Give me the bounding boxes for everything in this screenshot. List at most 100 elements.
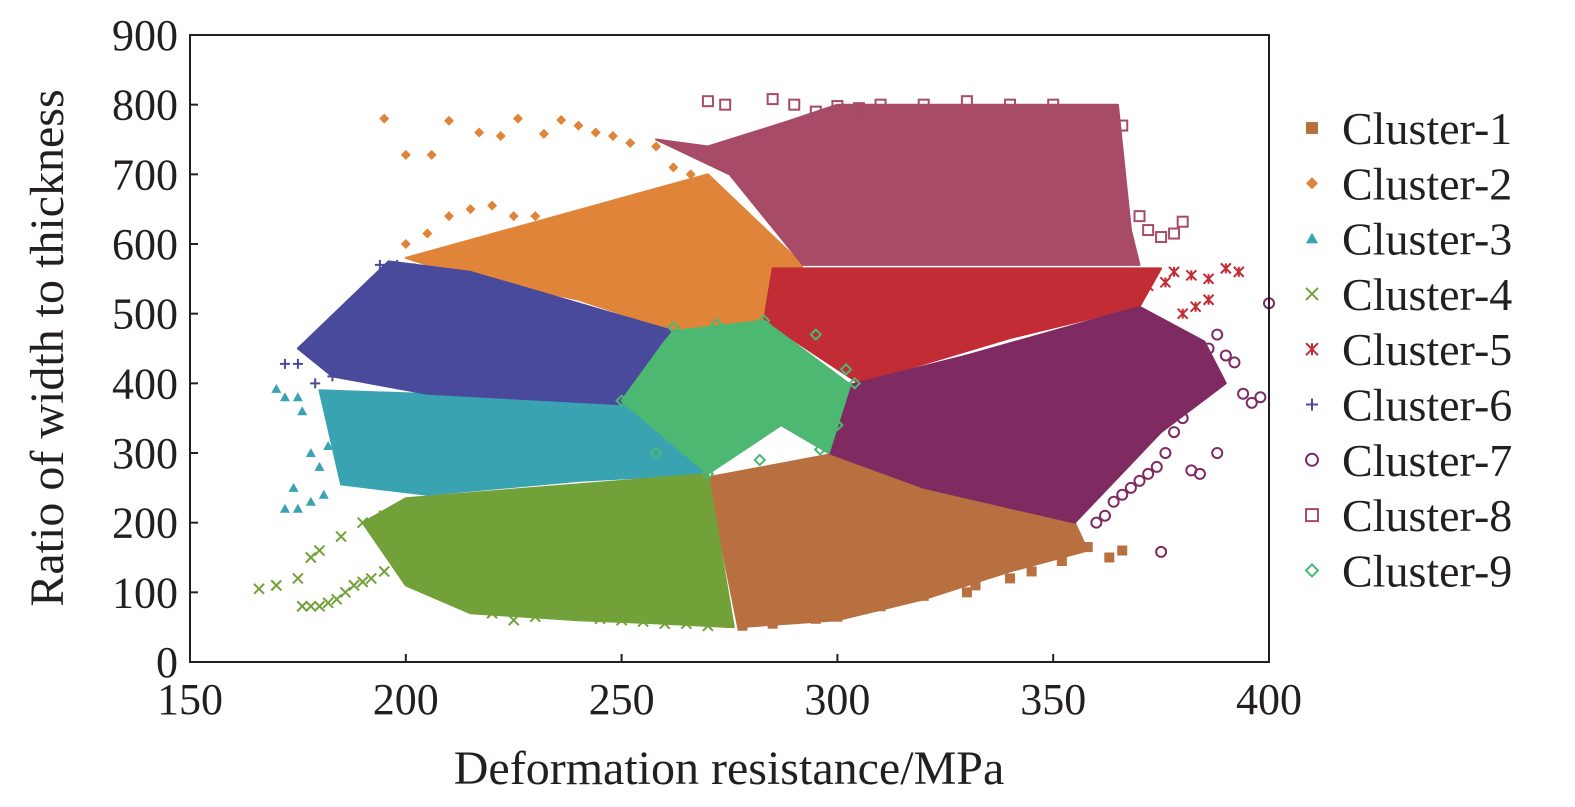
cluster-7-point <box>1116 488 1129 501</box>
cluster-6-point <box>292 358 303 369</box>
cluster-9-point <box>839 362 853 376</box>
cluster-3-point <box>271 383 282 393</box>
legend-item-cluster-2: Cluster-2 <box>1306 158 1512 209</box>
cluster-3-point <box>344 420 355 430</box>
cluster-1-point <box>961 587 972 598</box>
cluster-3-point <box>323 441 334 451</box>
cluster-3-point <box>305 496 316 506</box>
legend-marker <box>1305 287 1319 301</box>
legend-item-cluster-9: Cluster-9 <box>1304 545 1512 596</box>
y-tick-label: 0 <box>156 638 178 687</box>
legend-label: Cluster-2 <box>1342 158 1512 209</box>
cluster-7-point <box>1124 481 1137 494</box>
cluster-8-point <box>701 95 714 108</box>
cluster-2-point <box>495 131 506 142</box>
cluster-8-point <box>1047 98 1060 111</box>
legend-marker <box>1306 177 1318 190</box>
cluster-4-point <box>378 565 390 578</box>
cluster-5-point <box>1220 262 1232 275</box>
cluster-2-point <box>379 113 390 124</box>
cluster-8-point <box>1168 227 1181 240</box>
plot-frame <box>189 34 1270 663</box>
cluster-8-point <box>1081 112 1094 125</box>
cluster-regions <box>296 103 1227 629</box>
cluster-3-point <box>305 448 316 457</box>
cluster-1-point <box>810 613 821 624</box>
cluster-7-point <box>1133 474 1146 487</box>
cluster-8-point <box>719 98 732 111</box>
cluster-4-point <box>702 620 714 632</box>
cluster-7-point <box>1107 495 1120 508</box>
cluster-4-point <box>507 614 520 626</box>
x-tick-label: 200 <box>373 675 439 724</box>
cluster-4-point <box>443 534 455 546</box>
x-tick-label: 350 <box>1020 675 1086 724</box>
cluster-7-point <box>1202 342 1215 355</box>
cluster-1-point <box>1056 555 1067 566</box>
cluster-8-point <box>1004 98 1017 111</box>
cluster-5-point <box>1233 266 1245 278</box>
legend-item-cluster-7: Cluster-7 <box>1305 435 1512 486</box>
cluster-1-point <box>918 590 929 601</box>
cluster-2-point <box>530 211 541 222</box>
cluster-6-point <box>357 315 368 326</box>
cluster-7-point <box>1159 447 1172 459</box>
cluster-9-point <box>701 467 715 481</box>
cluster-4-point <box>292 572 304 585</box>
cluster-2-point <box>400 239 411 249</box>
legend-item-cluster-6: Cluster-6 <box>1306 380 1512 431</box>
cluster-7-point <box>1090 516 1103 529</box>
cluster-4-point <box>486 607 498 619</box>
cluster-1-point <box>1005 573 1016 584</box>
cluster-points <box>253 93 1275 632</box>
legend-label: Cluster-7 <box>1342 435 1512 486</box>
x-tick-label: 150 <box>157 675 223 724</box>
cluster-5-point <box>1159 276 1172 289</box>
cluster-2-point <box>443 115 454 126</box>
cluster-7-point <box>1142 467 1155 480</box>
cluster-7-point <box>1245 396 1258 409</box>
cluster-8-point <box>1116 119 1129 132</box>
cluster-9-point <box>666 321 680 335</box>
legend-item-cluster-4: Cluster-4 <box>1305 269 1512 320</box>
cluster-3-point <box>297 406 308 416</box>
cluster-7-point <box>1185 377 1198 390</box>
cluster-8-point <box>1142 224 1155 237</box>
legend-marker <box>1306 232 1318 244</box>
cluster-6-point <box>344 364 355 375</box>
cluster-1-point <box>832 611 843 622</box>
cluster-2-point <box>538 128 549 139</box>
cluster-3-point <box>336 434 347 444</box>
cluster-4-point <box>551 607 563 619</box>
cluster-1-point <box>875 601 886 612</box>
cluster-4-point <box>331 593 343 606</box>
legend-label: Cluster-5 <box>1342 324 1512 375</box>
cluster-1-point <box>1117 545 1128 556</box>
cluster-4-point <box>594 613 606 625</box>
cluster-9-point <box>830 418 844 432</box>
cluster-8-point <box>960 95 973 108</box>
cluster-1-point <box>1104 552 1115 563</box>
y-tick-label: 200 <box>112 499 178 548</box>
cluster-7-point <box>1168 426 1181 439</box>
cluster-4-point <box>400 503 412 515</box>
cluster-5-point <box>1202 294 1215 306</box>
legend-item-cluster-8: Cluster-8 <box>1305 490 1512 541</box>
cluster-9-point <box>615 394 629 408</box>
cluster-3-point <box>318 489 329 499</box>
cluster-4-point <box>305 600 317 612</box>
legend-marker <box>1305 342 1319 356</box>
cluster-2-point <box>422 228 433 239</box>
cluster-2-point <box>443 245 454 256</box>
y-tick-label: 100 <box>112 568 178 617</box>
cluster-6-region <box>296 260 675 406</box>
cluster-7-point <box>1254 391 1267 404</box>
legend-marker <box>1306 398 1318 411</box>
cluster-4-region <box>361 472 735 629</box>
cluster-8-point <box>1176 215 1189 228</box>
cluster-7-point <box>1228 356 1241 369</box>
legend-item-cluster-5: Cluster-5 <box>1305 324 1512 375</box>
cluster-1-point <box>1026 566 1037 577</box>
cluster-2-point <box>625 137 636 148</box>
legend-label: Cluster-9 <box>1342 545 1512 596</box>
